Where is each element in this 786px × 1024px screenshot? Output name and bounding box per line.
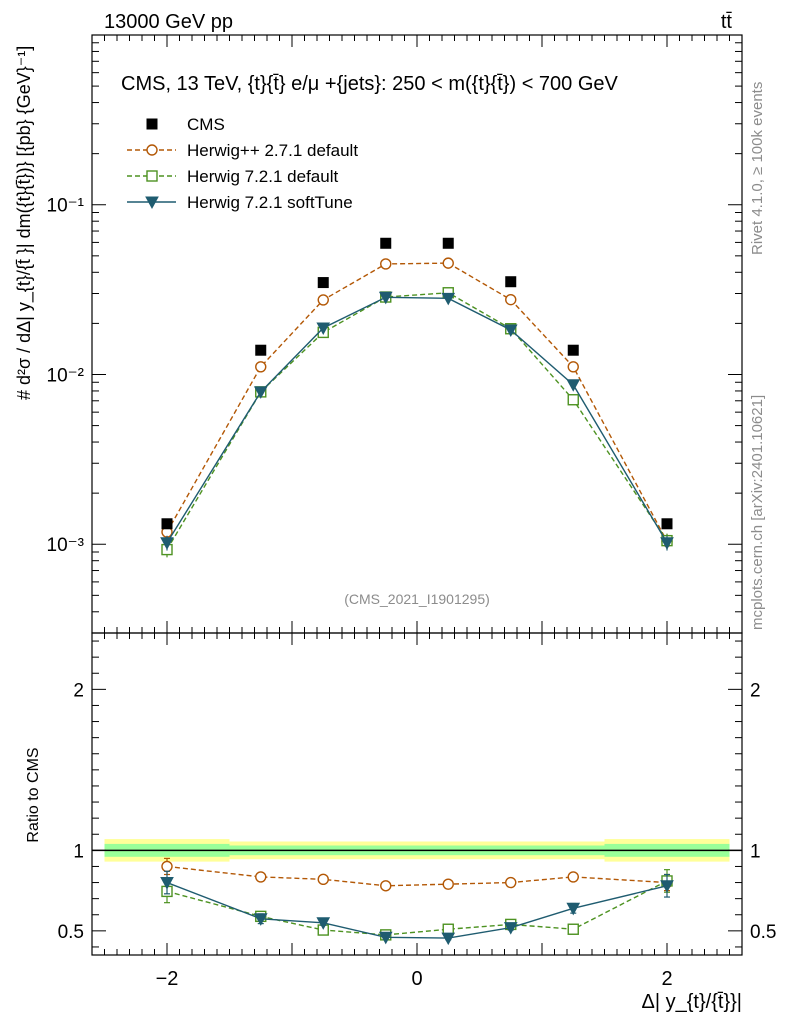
legend-marker — [145, 196, 159, 210]
ratio-point — [567, 923, 579, 935]
legend-marker-cms — [146, 118, 158, 130]
series-point — [442, 257, 454, 269]
ratio-tick-label-right: 1 — [750, 841, 761, 862]
series-point — [503, 324, 518, 337]
ratio-point — [161, 860, 173, 873]
legend-label: Herwig++ 2.7.1 default — [187, 141, 358, 160]
ratio-point — [441, 932, 456, 946]
ratio-point — [380, 880, 392, 892]
x-tick-label: 0 — [411, 968, 422, 990]
legend-marker — [146, 170, 158, 182]
ratio-line — [166, 865, 668, 887]
ratio-point — [660, 880, 674, 893]
ratio-point — [317, 873, 329, 886]
x-tick-label: 2 — [661, 968, 672, 990]
series-point — [160, 537, 174, 550]
data-point — [161, 518, 173, 530]
ratio-point — [316, 917, 331, 930]
series-line — [166, 262, 668, 542]
analysis-id-label: (CMS_2021_I1901295) — [344, 591, 490, 607]
x-axis-label: Δ| y_{t}/{t̄}}| — [642, 991, 743, 1013]
ratio-tick-label-left: 1 — [73, 841, 84, 862]
series-point — [567, 361, 579, 373]
chart-title: CMS, 13 TeV, {t}{t̄} e/μ +{jets}: 250 < … — [121, 73, 619, 95]
data-point — [255, 344, 267, 356]
series-point — [380, 258, 392, 270]
y-axis-label: # d²σ / dΔ| y_{t}/{t̄ }| dm({t}{t̄})} [{… — [14, 46, 35, 400]
ratio-point — [255, 871, 267, 883]
series-point — [253, 386, 268, 399]
rivet-version-label: Rivet 4.1.0, ≥ 100k events — [749, 82, 766, 255]
data-point — [380, 237, 392, 249]
ratio-line — [166, 880, 668, 936]
series-point — [566, 379, 581, 392]
series-line — [166, 292, 668, 550]
data-point — [317, 277, 329, 289]
legend-marker — [146, 144, 158, 156]
ratio-tick-label-left: 0.5 — [58, 922, 84, 943]
ratio-point — [378, 931, 393, 945]
ratio-point — [442, 878, 454, 890]
y-axis-label-text: # d²σ / dΔ| y_{t}/{t̄ }| dm({t}{t̄})} [{… — [14, 46, 35, 400]
series-point — [660, 537, 674, 550]
ratio-point — [253, 913, 268, 926]
ratio-series — [160, 857, 674, 946]
ratio-line — [166, 881, 668, 939]
series-point — [441, 292, 456, 306]
series-point — [255, 361, 267, 373]
legend: CMS Herwig++ 2.7.1 default Herwig 7.2.1 de… — [127, 115, 358, 212]
x-tick-label: −2 — [156, 968, 179, 990]
ratio-tick-label-right: 2 — [750, 680, 761, 701]
mcplots-label: mcplots.cern.ch [arXiv:2401.10621] — [749, 395, 766, 630]
main-series — [160, 237, 674, 558]
y-tick-label: 10⁻² — [47, 365, 85, 386]
legend-label: Herwig 7.2.1 default — [187, 167, 338, 186]
y-tick-label: 10⁻¹ — [47, 196, 85, 217]
ratio-uncertainty-bands — [92, 839, 742, 862]
ratio-y-axis-label: Ratio to CMS — [25, 747, 42, 842]
series-point — [505, 293, 517, 306]
series-point — [317, 294, 329, 306]
data-point — [661, 518, 673, 530]
series-point — [316, 322, 331, 336]
series-point — [378, 291, 393, 305]
ratio-tick-label-left: 2 — [73, 680, 84, 701]
data-point — [567, 344, 579, 356]
header-process-label: tt̄ — [721, 11, 733, 33]
ratio-point — [566, 902, 581, 916]
data-point — [442, 237, 454, 249]
data-point — [505, 276, 517, 288]
ratio-point — [503, 922, 518, 935]
y-tick-label: 10⁻³ — [47, 535, 85, 556]
ratio-plot-frame — [91, 632, 743, 956]
ratio-point — [567, 871, 579, 883]
series-line — [166, 296, 668, 544]
ratio-point — [160, 877, 174, 890]
series-point — [567, 394, 579, 406]
ratio-point — [505, 876, 517, 889]
legend-label: Herwig 7.2.1 softTune — [187, 193, 353, 212]
legend-label-cms: CMS — [187, 115, 225, 134]
header-energy-label: 13000 GeV pp — [104, 11, 233, 33]
axes-ticks: −2 0 2 10⁻³ 10⁻² 10⁻¹ 0.5 0.5 1 1 2 2 — [47, 34, 776, 990]
ratio-tick-label-right: 0.5 — [750, 922, 776, 943]
